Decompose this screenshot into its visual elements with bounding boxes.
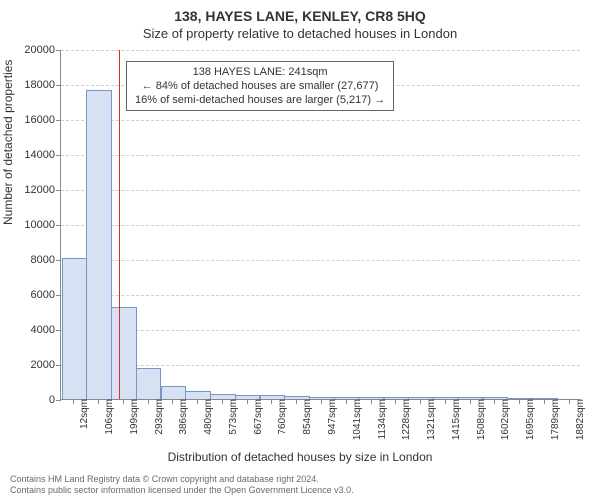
gridline [61,120,580,121]
annotation-line: 138 HAYES LANE: 241sqm [135,65,385,79]
gridline [61,225,580,226]
bar [62,258,88,399]
ytick-label: 8000 [31,254,61,266]
xtick-mark [98,399,99,404]
marker-line [119,50,120,399]
xtick-mark [123,399,124,404]
ytick-label: 4000 [31,324,61,336]
xtick-label: 1321sqm [424,399,437,440]
xtick-label: 947sqm [325,399,338,435]
bar [86,90,112,399]
xtick-label: 480sqm [201,399,214,435]
xtick-mark [222,399,223,404]
xtick-label: 1602sqm [498,399,511,440]
y-axis-label: Number of detached properties [1,60,15,225]
xtick-mark [569,399,570,404]
xtick-mark [73,399,74,404]
bar [161,386,187,399]
gridline [61,190,580,191]
ytick-label: 18000 [24,79,61,91]
xtick-label: 573sqm [226,399,239,435]
xtick-mark [271,399,272,404]
ytick-label: 12000 [24,184,61,196]
gridline [61,155,580,156]
ytick-label: 20000 [24,44,61,56]
xtick-mark [321,399,322,404]
ytick-label: 2000 [31,359,61,371]
annotation-line: ← 84% of detached houses are smaller (27… [135,79,385,93]
ytick-label: 14000 [24,149,61,161]
xtick-label: 1041sqm [350,399,363,440]
xtick-label: 293sqm [152,399,165,435]
xtick-mark [197,399,198,404]
xtick-mark [395,399,396,404]
xtick-mark [519,399,520,404]
xtick-label: 1228sqm [399,399,412,440]
footer-line-2: Contains public sector information licen… [10,485,354,496]
footer-line-1: Contains HM Land Registry data © Crown c… [10,474,354,485]
xtick-mark [346,399,347,404]
xtick-mark [172,399,173,404]
page-title: 138, HAYES LANE, KENLEY, CR8 5HQ [0,0,600,24]
xtick-mark [296,399,297,404]
xtick-label: 199sqm [127,399,140,435]
xtick-label: 1415sqm [449,399,462,440]
gridline [61,295,580,296]
bar [185,391,211,399]
xtick-label: 1508sqm [474,399,487,440]
xtick-label: 1134sqm [375,399,388,439]
xtick-mark [445,399,446,404]
xtick-mark [544,399,545,404]
xtick-label: 1789sqm [548,399,561,440]
ytick-label: 6000 [31,289,61,301]
xtick-mark [470,399,471,404]
chart-container: 138, HAYES LANE, KENLEY, CR8 5HQ Size of… [0,0,600,500]
xtick-label: 1882sqm [573,399,586,440]
xtick-mark [371,399,372,404]
ytick-label: 10000 [24,219,61,231]
xtick-label: 386sqm [176,399,189,435]
bar [111,307,137,399]
xtick-mark [247,399,248,404]
gridline [61,260,580,261]
annotation-box: 138 HAYES LANE: 241sqm← 84% of detached … [126,61,394,112]
xtick-label: 854sqm [300,399,313,435]
ytick-label: 0 [49,394,61,406]
xtick-label: 1695sqm [523,399,536,440]
gridline [61,365,580,366]
annotation-line: 16% of semi-detached houses are larger (… [135,93,385,107]
gridline [61,330,580,331]
xtick-label: 106sqm [102,399,115,435]
plot-area: 0200040006000800010000120001400016000180… [60,50,580,400]
ytick-label: 16000 [24,114,61,126]
xtick-mark [420,399,421,404]
gridline [61,50,580,51]
page-subtitle: Size of property relative to detached ho… [0,24,600,41]
footer-attribution: Contains HM Land Registry data © Crown c… [10,474,354,497]
xtick-mark [148,399,149,404]
plot-inner: 0200040006000800010000120001400016000180… [60,50,580,400]
xtick-label: 667sqm [251,399,264,435]
bar [136,368,162,399]
xtick-mark [494,399,495,404]
xtick-label: 760sqm [275,399,288,435]
xtick-label: 12sqm [77,399,90,429]
x-axis-label: Distribution of detached houses by size … [0,450,600,464]
